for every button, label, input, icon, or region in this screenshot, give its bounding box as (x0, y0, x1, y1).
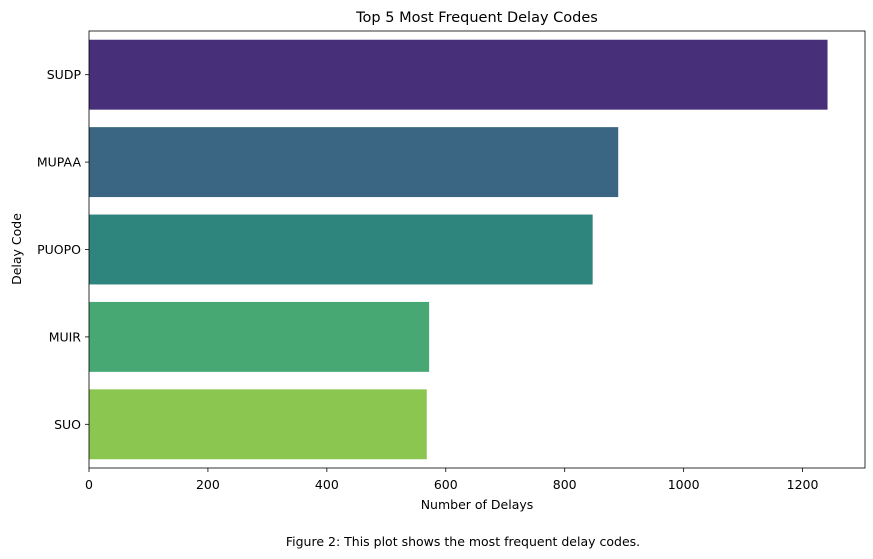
x-tick-label: 200 (196, 477, 220, 492)
x-tick-label: 400 (315, 477, 339, 492)
bar-puopo (89, 214, 593, 285)
y-tick-label: PUOPO (37, 242, 81, 257)
x-tick-label: 800 (553, 477, 577, 492)
bar-muir (89, 301, 430, 372)
chart-title: Top 5 Most Frequent Delay Codes (355, 10, 598, 26)
y-tick-label: MUIR (49, 329, 82, 344)
y-tick-label: MUPAA (37, 155, 82, 170)
x-tick-label: 1000 (668, 477, 700, 492)
bar-suo (89, 389, 427, 460)
x-axis-label: Number of Delays (421, 497, 534, 512)
x-axis-ticks: 0 200 400 600 800 1000 1200 (85, 468, 819, 492)
y-axis-label: Delay Code (9, 213, 24, 285)
y-tick-label: SUDP (47, 67, 82, 82)
x-tick-label: 0 (85, 477, 93, 492)
bars (89, 39, 828, 460)
y-axis-ticks: SUDP MUPAA PUOPO MUIR SUO (37, 67, 89, 432)
bar-sudp (89, 39, 828, 110)
y-tick-label: SUO (54, 417, 81, 432)
bar-mupaa (89, 127, 619, 198)
x-tick-label: 1200 (787, 477, 819, 492)
x-tick-label: 600 (434, 477, 458, 492)
figure-caption: Figure 2: This plot shows the most frequ… (286, 534, 640, 549)
